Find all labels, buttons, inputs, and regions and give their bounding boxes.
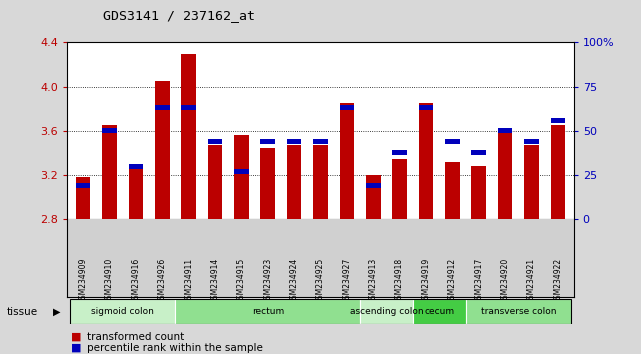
Bar: [129, 167, 143, 219]
Text: transformed count: transformed count: [87, 332, 184, 342]
Bar: [155, 105, 169, 110]
Text: ▶: ▶: [53, 307, 61, 316]
Bar: [340, 103, 354, 219]
Bar: [234, 169, 249, 174]
Bar: [366, 175, 381, 219]
Text: ■: ■: [71, 343, 81, 353]
Bar: [76, 177, 90, 219]
Bar: [76, 183, 90, 188]
Bar: [208, 145, 222, 219]
Bar: [181, 53, 196, 219]
Bar: [551, 125, 565, 219]
Bar: [392, 150, 407, 155]
Bar: [103, 125, 117, 219]
Bar: [313, 139, 328, 144]
Bar: [392, 159, 407, 219]
Text: rectum: rectum: [252, 307, 284, 316]
Text: percentile rank within the sample: percentile rank within the sample: [87, 343, 262, 353]
Bar: [103, 129, 117, 133]
Text: sigmoid colon: sigmoid colon: [91, 307, 154, 316]
Bar: [472, 150, 486, 155]
Bar: [366, 183, 381, 188]
Bar: [70, 299, 176, 324]
Bar: [524, 139, 538, 144]
Bar: [208, 139, 222, 144]
Text: cecum: cecum: [424, 307, 454, 316]
Bar: [419, 105, 433, 110]
Bar: [340, 105, 354, 110]
Bar: [155, 81, 169, 219]
Text: tissue: tissue: [6, 307, 38, 316]
Text: ascending colon: ascending colon: [349, 307, 423, 316]
Bar: [472, 166, 486, 219]
Bar: [413, 299, 465, 324]
Bar: [524, 145, 538, 219]
Bar: [465, 299, 571, 324]
Bar: [498, 129, 512, 133]
Bar: [287, 139, 301, 144]
Bar: [260, 148, 275, 219]
Bar: [176, 299, 360, 324]
Bar: [260, 139, 275, 144]
Bar: [234, 135, 249, 219]
Bar: [445, 139, 460, 144]
Bar: [313, 145, 328, 219]
Text: GDS3141 / 237162_at: GDS3141 / 237162_at: [103, 9, 254, 22]
Bar: [498, 131, 512, 219]
Bar: [129, 164, 143, 169]
Bar: [360, 299, 413, 324]
Bar: [181, 105, 196, 110]
Bar: [287, 145, 301, 219]
Text: ■: ■: [71, 332, 81, 342]
Text: transverse colon: transverse colon: [481, 307, 556, 316]
Bar: [419, 103, 433, 219]
Bar: [551, 118, 565, 123]
Bar: [445, 162, 460, 219]
